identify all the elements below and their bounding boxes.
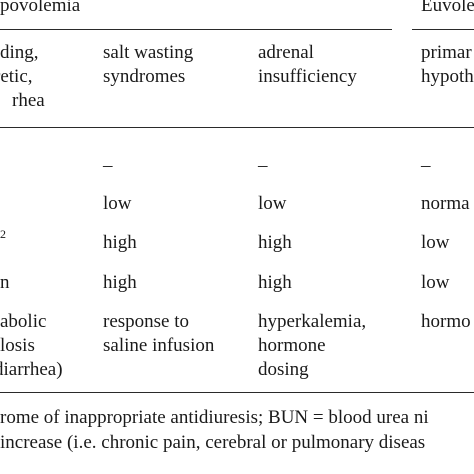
table-row-1-cell-1: – (103, 155, 113, 176)
table-row-5-cell-3: hormo (421, 310, 471, 334)
table-row-2-cell-1: low (103, 193, 132, 214)
column-header-3: adrenal insufficiency (258, 41, 357, 89)
footnote-line-2: increase (i.e. chronic pain, cerebral or… (0, 432, 426, 453)
table-row-4-cell-1: high (103, 272, 137, 293)
table-row-5-cell-1-line-2: saline infusion (103, 335, 215, 356)
column-header-3-line-2: insufficiency (258, 66, 357, 87)
column-header-2: salt wasting syndromes (103, 41, 193, 89)
table-row-5-cell-2-line-1: hyperkalemia, (258, 311, 367, 332)
column-header-2-line-1: salt wasting (103, 42, 194, 63)
table-row-1-cell-2: – (258, 155, 268, 176)
table-row-5-cell-2: hyperkalemia, hormone dosing (258, 310, 366, 382)
column-header-2-line-2: syndromes (103, 66, 186, 87)
column-header-4-line-2: hypoth (421, 66, 474, 87)
table-row-4-label: n (0, 272, 10, 293)
table-row-4-cell-3: low (421, 272, 450, 293)
table-row-5-label-line-1: abolic (0, 311, 47, 332)
table-row-5-cell-3-line-1: hormo (421, 311, 471, 332)
table-row-3-cell-2: high (258, 232, 292, 253)
header-rule (0, 127, 474, 128)
table-row-2-cell-3: norma (421, 193, 470, 214)
table-row-2-cell-2: low (258, 193, 287, 214)
table-row-5-label-line-3: diarrhea) (0, 359, 63, 380)
table-row-3-label: 2 (0, 227, 6, 241)
table-row-4-cell-2: high (258, 272, 292, 293)
table-bottom-rule (0, 392, 474, 393)
table-row-5-cell-1-line-1: response to (103, 311, 190, 332)
group-rule-euvolemia (412, 29, 474, 30)
group-header-euvolemia: Euvole (421, 0, 474, 16)
group-rule-hypovolemia (0, 29, 392, 30)
table-row-5-cell-1: response to saline infusion (103, 310, 214, 358)
table-row-5-label: abolic losis diarrhea) (0, 310, 63, 382)
table-row-5-label-line-2: losis (0, 335, 35, 356)
table-row-5-cell-2-line-2: hormone (258, 335, 326, 356)
column-header-3-line-1: adrenal (258, 42, 314, 63)
table-row-1-cell-3: – (421, 155, 431, 176)
table-row-3-cell-1: high (103, 232, 137, 253)
column-header-4: primar hypoth (421, 41, 474, 89)
footnote-line-1: rome of inappropriate antidiuresis; BUN … (0, 407, 429, 428)
table-row-3-cell-3: low (421, 232, 450, 253)
column-header-1: ding, retic, rhea (0, 41, 45, 113)
group-header-hypovolemia: povolemia (0, 0, 81, 16)
column-header-1-line-1: ding, (0, 42, 39, 63)
column-header-1-line-2: retic, (0, 66, 33, 87)
table-row-5-cell-2-line-3: dosing (258, 359, 309, 380)
column-header-1-line-3: rhea (12, 90, 45, 111)
column-header-4-line-1: primar (421, 42, 472, 63)
